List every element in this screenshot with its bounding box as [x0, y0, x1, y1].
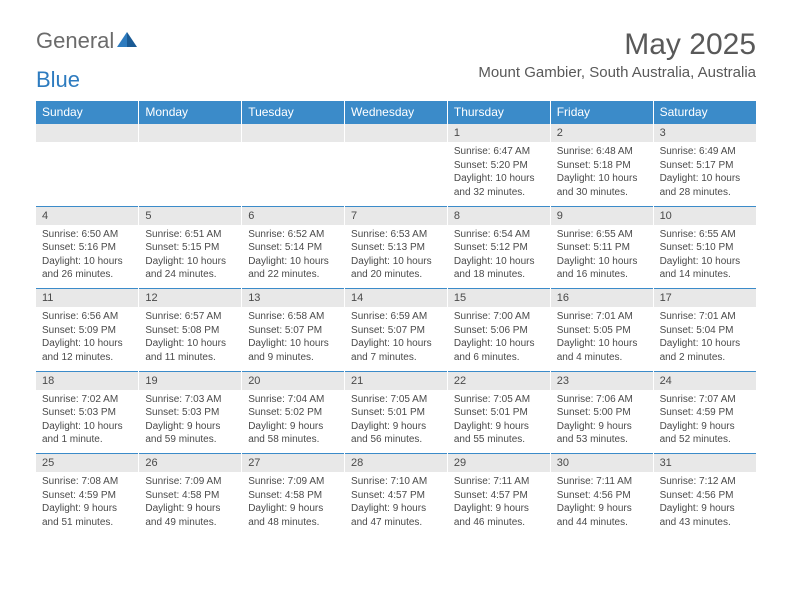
- date-cell: 3: [653, 124, 756, 143]
- date-row: 18192021222324: [36, 371, 756, 390]
- logo-triangle-icon: [116, 30, 138, 53]
- month-title: May 2025: [478, 28, 756, 62]
- calendar-body: 123Sunrise: 6:47 AMSunset: 5:20 PMDaylig…: [36, 124, 756, 537]
- info-row: Sunrise: 7:02 AMSunset: 5:03 PMDaylight:…: [36, 390, 756, 454]
- info-cell: Sunrise: 7:08 AMSunset: 4:59 PMDaylight:…: [36, 472, 139, 536]
- date-cell: 14: [345, 289, 448, 308]
- date-cell: 27: [242, 454, 345, 473]
- info-cell: Sunrise: 7:01 AMSunset: 5:04 PMDaylight:…: [653, 307, 756, 371]
- info-cell: Sunrise: 7:04 AMSunset: 5:02 PMDaylight:…: [242, 390, 345, 454]
- info-cell: Sunrise: 6:53 AMSunset: 5:13 PMDaylight:…: [345, 225, 448, 289]
- date-row: 25262728293031: [36, 454, 756, 473]
- info-cell: Sunrise: 7:11 AMSunset: 4:56 PMDaylight:…: [550, 472, 653, 536]
- day-header-tuesday: Tuesday: [242, 101, 345, 124]
- info-cell: Sunrise: 6:55 AMSunset: 5:10 PMDaylight:…: [653, 225, 756, 289]
- date-cell: 21: [345, 371, 448, 390]
- date-cell: [36, 124, 139, 143]
- date-cell: 1: [447, 124, 550, 143]
- info-cell: Sunrise: 7:10 AMSunset: 4:57 PMDaylight:…: [345, 472, 448, 536]
- info-cell: Sunrise: 6:51 AMSunset: 5:15 PMDaylight:…: [139, 225, 242, 289]
- date-row: 11121314151617: [36, 289, 756, 308]
- calendar-page: General May 2025 Mount Gambier, South Au…: [0, 0, 792, 564]
- date-cell: 8: [447, 206, 550, 225]
- logo-text-blue: Blue: [36, 67, 80, 92]
- info-cell: Sunrise: 7:12 AMSunset: 4:56 PMDaylight:…: [653, 472, 756, 536]
- info-cell: [36, 142, 139, 206]
- day-header-wednesday: Wednesday: [345, 101, 448, 124]
- date-cell: [139, 124, 242, 143]
- info-row: Sunrise: 6:47 AMSunset: 5:20 PMDaylight:…: [36, 142, 756, 206]
- date-cell: 31: [653, 454, 756, 473]
- info-cell: Sunrise: 7:05 AMSunset: 5:01 PMDaylight:…: [345, 390, 448, 454]
- day-header-saturday: Saturday: [653, 101, 756, 124]
- date-cell: 15: [447, 289, 550, 308]
- day-header-sunday: Sunday: [36, 101, 139, 124]
- info-cell: Sunrise: 6:49 AMSunset: 5:17 PMDaylight:…: [653, 142, 756, 206]
- date-cell: 29: [447, 454, 550, 473]
- info-cell: Sunrise: 6:54 AMSunset: 5:12 PMDaylight:…: [447, 225, 550, 289]
- info-cell: Sunrise: 7:03 AMSunset: 5:03 PMDaylight:…: [139, 390, 242, 454]
- date-cell: 24: [653, 371, 756, 390]
- logo-text-general: General: [36, 28, 114, 54]
- info-cell: Sunrise: 7:06 AMSunset: 5:00 PMDaylight:…: [550, 390, 653, 454]
- date-cell: 23: [550, 371, 653, 390]
- day-header-thursday: Thursday: [447, 101, 550, 124]
- info-cell: Sunrise: 6:50 AMSunset: 5:16 PMDaylight:…: [36, 225, 139, 289]
- day-header-monday: Monday: [139, 101, 242, 124]
- date-cell: 2: [550, 124, 653, 143]
- day-header-row: Sunday Monday Tuesday Wednesday Thursday…: [36, 101, 756, 124]
- info-cell: Sunrise: 6:56 AMSunset: 5:09 PMDaylight:…: [36, 307, 139, 371]
- date-cell: 13: [242, 289, 345, 308]
- info-cell: Sunrise: 6:55 AMSunset: 5:11 PMDaylight:…: [550, 225, 653, 289]
- info-cell: Sunrise: 7:00 AMSunset: 5:06 PMDaylight:…: [447, 307, 550, 371]
- date-cell: 26: [139, 454, 242, 473]
- date-cell: 22: [447, 371, 550, 390]
- calendar-table: Sunday Monday Tuesday Wednesday Thursday…: [36, 101, 756, 536]
- info-cell: Sunrise: 7:05 AMSunset: 5:01 PMDaylight:…: [447, 390, 550, 454]
- logo: General: [36, 28, 140, 54]
- date-cell: 20: [242, 371, 345, 390]
- info-row: Sunrise: 7:08 AMSunset: 4:59 PMDaylight:…: [36, 472, 756, 536]
- info-cell: Sunrise: 7:01 AMSunset: 5:05 PMDaylight:…: [550, 307, 653, 371]
- info-cell: Sunrise: 7:09 AMSunset: 4:58 PMDaylight:…: [139, 472, 242, 536]
- date-cell: 25: [36, 454, 139, 473]
- date-cell: 16: [550, 289, 653, 308]
- info-row: Sunrise: 6:56 AMSunset: 5:09 PMDaylight:…: [36, 307, 756, 371]
- info-cell: Sunrise: 7:07 AMSunset: 4:59 PMDaylight:…: [653, 390, 756, 454]
- date-cell: 7: [345, 206, 448, 225]
- day-header-friday: Friday: [550, 101, 653, 124]
- info-cell: Sunrise: 6:59 AMSunset: 5:07 PMDaylight:…: [345, 307, 448, 371]
- date-cell: 11: [36, 289, 139, 308]
- info-cell: Sunrise: 6:48 AMSunset: 5:18 PMDaylight:…: [550, 142, 653, 206]
- date-cell: 6: [242, 206, 345, 225]
- date-cell: 28: [345, 454, 448, 473]
- info-cell: Sunrise: 6:47 AMSunset: 5:20 PMDaylight:…: [447, 142, 550, 206]
- info-row: Sunrise: 6:50 AMSunset: 5:16 PMDaylight:…: [36, 225, 756, 289]
- date-cell: 30: [550, 454, 653, 473]
- date-cell: 9: [550, 206, 653, 225]
- date-cell: 19: [139, 371, 242, 390]
- date-row: 45678910: [36, 206, 756, 225]
- info-cell: Sunrise: 7:09 AMSunset: 4:58 PMDaylight:…: [242, 472, 345, 536]
- date-cell: 18: [36, 371, 139, 390]
- date-cell: 17: [653, 289, 756, 308]
- date-cell: [345, 124, 448, 143]
- date-cell: 10: [653, 206, 756, 225]
- info-cell: Sunrise: 6:52 AMSunset: 5:14 PMDaylight:…: [242, 225, 345, 289]
- info-cell: Sunrise: 6:57 AMSunset: 5:08 PMDaylight:…: [139, 307, 242, 371]
- date-cell: 5: [139, 206, 242, 225]
- info-cell: [139, 142, 242, 206]
- info-cell: Sunrise: 6:58 AMSunset: 5:07 PMDaylight:…: [242, 307, 345, 371]
- info-cell: Sunrise: 7:11 AMSunset: 4:57 PMDaylight:…: [447, 472, 550, 536]
- date-cell: [242, 124, 345, 143]
- info-cell: [345, 142, 448, 206]
- info-cell: [242, 142, 345, 206]
- date-cell: 4: [36, 206, 139, 225]
- date-cell: 12: [139, 289, 242, 308]
- info-cell: Sunrise: 7:02 AMSunset: 5:03 PMDaylight:…: [36, 390, 139, 454]
- date-row: 123: [36, 124, 756, 143]
